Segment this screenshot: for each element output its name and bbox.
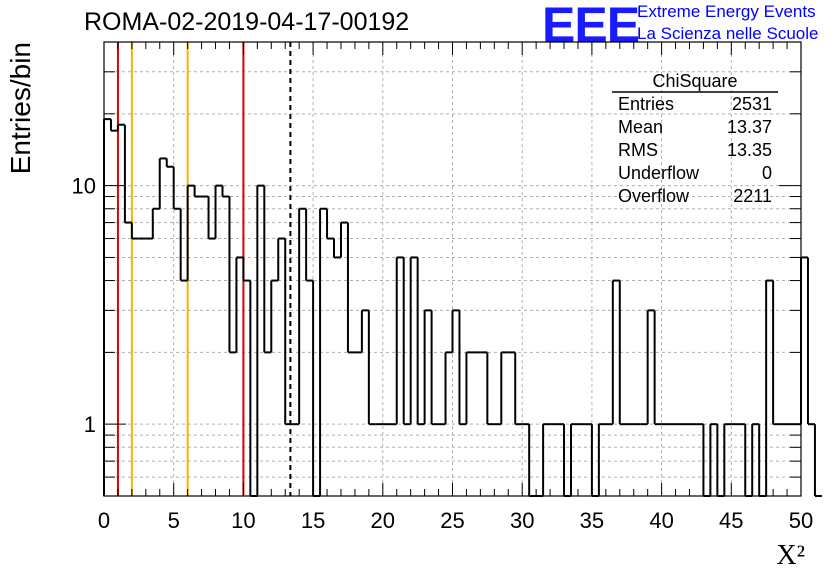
- stats-row-label: Entries: [618, 94, 674, 114]
- stats-title: ChiSquare: [652, 71, 737, 91]
- x-tick-label: 5: [168, 508, 180, 533]
- y-tick-label: 1: [84, 412, 96, 437]
- stats-row-label: Overflow: [618, 186, 690, 206]
- x-axis-label: X²: [776, 540, 805, 571]
- x-tick-label: 50: [789, 508, 813, 533]
- y-axis-label: Entries/bin: [5, 42, 36, 174]
- y-tick-label: 10: [72, 174, 96, 199]
- x-tick-label: 40: [649, 508, 673, 533]
- axis-ticks: 0 5 10 15 20 25 30 35 40 45 50 1 10: [72, 42, 813, 533]
- stats-row-value: 13.35: [727, 140, 772, 160]
- x-tick-label: 30: [510, 508, 534, 533]
- stats-row-label: Mean: [618, 117, 663, 137]
- stats-box: ChiSquare Entries 2531 Mean 13.37 RMS 13.35 Und…: [612, 71, 778, 206]
- x-tick-label: 10: [231, 508, 255, 533]
- stats-row-value: 2531: [732, 94, 772, 114]
- grid: [104, 42, 801, 496]
- x-tick-label: 0: [98, 508, 110, 533]
- x-tick-label: 45: [719, 508, 743, 533]
- logo-subtitle-1: Extreme Energy Events: [637, 2, 816, 21]
- stats-row-label: Underflow: [618, 163, 700, 183]
- stats-row-value: 0: [762, 163, 772, 183]
- x-tick-label: 15: [301, 508, 325, 533]
- x-tick-label: 20: [371, 508, 395, 533]
- histogram: [103, 118, 822, 497]
- logo-subtitle-2: La Scienza nelle Scuole: [637, 24, 819, 43]
- chart-title: ROMA-02-2019-04-17-00192: [84, 8, 410, 36]
- stats-row-value: 2211: [733, 186, 772, 206]
- x-tick-label: 35: [580, 508, 604, 533]
- x-tick-label: 25: [440, 508, 464, 533]
- stats-row-label: RMS: [618, 140, 658, 160]
- stats-row-value: 13.37: [727, 117, 772, 137]
